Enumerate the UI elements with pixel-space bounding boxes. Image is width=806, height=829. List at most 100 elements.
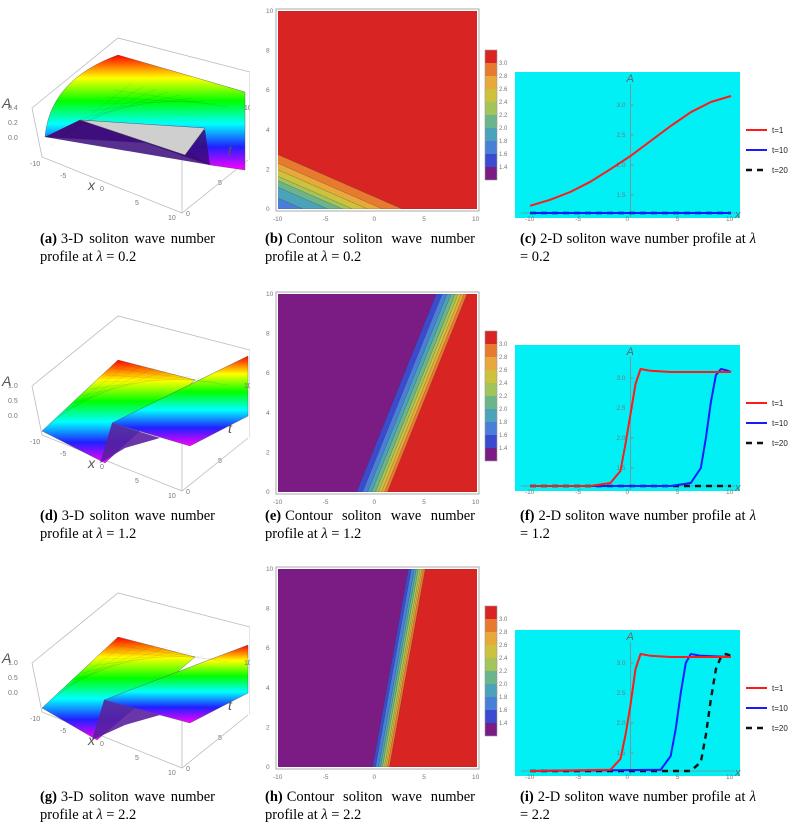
x-tick-label: 10 bbox=[726, 489, 734, 495]
x-axis-label: x bbox=[87, 177, 96, 193]
x-tick-label: 5 bbox=[422, 216, 426, 223]
caption-label: (i) bbox=[520, 789, 534, 805]
caption-label: (h) bbox=[265, 789, 283, 805]
a-axis-label: A bbox=[1, 95, 11, 111]
contour-plot: -10 -5 0 5 10 0 2 4 6 8 10 3.0 2.8 2.6 2.4 2.2 2.0 1.8 1.6… bbox=[266, 291, 508, 506]
colorbar-legend: 3.0 2.8 2.6 2.4 2.2 2.0 1.8 1.6 1.4 bbox=[484, 330, 508, 462]
contour-plot: -10 -5 0 5 10 0 2 4 6 8 10 3.0 2.8 2.6 2.4 2.2 2.0 1.8 1.6… bbox=[266, 8, 508, 223]
colorbar-swatch bbox=[485, 115, 497, 128]
colorbar-tick-label: 2.4 bbox=[499, 100, 508, 106]
plot-background bbox=[515, 630, 740, 776]
mesh-line bbox=[113, 89, 229, 108]
a-axis-label: A bbox=[1, 650, 11, 666]
caption-f: (f) 2-D soliton wave number profile at λ … bbox=[520, 507, 756, 543]
mesh-line bbox=[73, 646, 169, 681]
y-tick-label: 3.0 bbox=[617, 660, 626, 667]
caption-e: (e) Contour soliton wave number profile a… bbox=[265, 507, 475, 543]
x-tick-label: 10 bbox=[726, 216, 734, 222]
plot-frame bbox=[275, 566, 480, 770]
x-tick-label: 5 bbox=[422, 774, 426, 781]
colorbar-tick-label: 1.8 bbox=[499, 139, 508, 145]
colorbar-swatch bbox=[485, 50, 497, 63]
plot-background bbox=[515, 72, 740, 218]
plot-frame bbox=[275, 291, 480, 495]
caption-d: (d) 3-D soliton wave number profile at λ … bbox=[40, 507, 215, 543]
a-tick-label: 0.5 bbox=[8, 675, 18, 682]
y-tick-label: 2 bbox=[266, 449, 270, 456]
colorbar-swatch bbox=[485, 422, 497, 435]
legend-label: t=10 bbox=[772, 146, 788, 155]
colorbar-tick-label: 3.0 bbox=[499, 342, 508, 348]
x-tick-label: 0 bbox=[373, 499, 377, 506]
x-tick-label: -5 bbox=[575, 489, 581, 495]
colorbar-tick-label: 2.8 bbox=[499, 74, 508, 80]
lambda-value: = 0.2 bbox=[331, 249, 362, 265]
mesh-line bbox=[105, 374, 217, 383]
colorbar-tick-label: 3.0 bbox=[499, 61, 508, 67]
caption-a: (a) 3-D soliton wave number profile at λ … bbox=[40, 230, 215, 266]
y-tick-label: 3.0 bbox=[617, 375, 626, 382]
legend-label: t=10 bbox=[772, 419, 788, 428]
colorbar-swatch bbox=[485, 76, 497, 89]
series-line-t-1 bbox=[530, 368, 731, 487]
x-tick-label: 5 bbox=[135, 200, 139, 207]
x-tick-label: -5 bbox=[60, 728, 66, 735]
x-tick-label: 10 bbox=[472, 216, 480, 223]
colorbar-tick-label: 2.2 bbox=[499, 113, 508, 119]
mesh-line bbox=[65, 88, 157, 133]
mesh-line bbox=[105, 96, 217, 105]
lambda-symbol: λ bbox=[321, 526, 328, 542]
lambda-value: = 0.2 bbox=[106, 249, 137, 265]
y-tick-label: 0 bbox=[266, 206, 270, 213]
t-axis-label: t bbox=[228, 697, 233, 713]
lambda-symbol: λ bbox=[96, 249, 103, 265]
surface-step-front bbox=[92, 700, 160, 740]
colorbar-swatch bbox=[485, 435, 497, 448]
a-tick-label: 0.2 bbox=[8, 120, 18, 127]
lambda-symbol: λ bbox=[96, 807, 103, 823]
mesh-line bbox=[97, 378, 205, 383]
contour-band bbox=[387, 294, 477, 492]
y-tick-label: 2.0 bbox=[617, 435, 626, 442]
caption-g: (g) 3-D soliton wave number profile at λ … bbox=[40, 788, 215, 824]
colorbar-tick-label: 2.8 bbox=[499, 355, 508, 361]
colorbar-swatch bbox=[485, 128, 497, 141]
t-axis-label: t bbox=[228, 420, 233, 436]
y-tick-label: 4 bbox=[266, 685, 270, 692]
y-tick-label: 2.0 bbox=[617, 720, 626, 727]
y-tick-label: 2 bbox=[266, 166, 270, 173]
series-line-t-10 bbox=[530, 368, 732, 487]
y-tick-label: 2.5 bbox=[617, 690, 626, 697]
x-tick-label: 10 bbox=[168, 215, 176, 222]
caption-text: 3-D soliton wave number profile at bbox=[40, 789, 215, 823]
colorbar-swatch bbox=[485, 89, 497, 102]
x-tick-label: -10 bbox=[525, 216, 535, 222]
x-axis-label: x bbox=[87, 455, 96, 471]
colorbar-swatch bbox=[485, 671, 497, 684]
t-tick-label: 0 bbox=[186, 211, 190, 218]
t-tick-label: 10 bbox=[244, 105, 250, 112]
lambda-symbol: λ bbox=[321, 807, 328, 823]
caption-h: (h) Contour soliton wave number profile a… bbox=[265, 788, 475, 824]
lambda-value: = 2.2 bbox=[106, 807, 137, 823]
gray-triangle bbox=[79, 119, 206, 156]
colorbar-swatch bbox=[485, 658, 497, 671]
lambda-value: = 0.2 bbox=[520, 249, 550, 265]
box-front-edges bbox=[31, 662, 249, 769]
y-tick-label: 8 bbox=[266, 331, 270, 338]
colorbar-tick-label: 2.6 bbox=[499, 643, 508, 649]
colorbar-tick-label: 1.4 bbox=[499, 165, 508, 171]
lambda-symbol: λ bbox=[749, 231, 757, 247]
x-tick-label: 5 bbox=[676, 774, 680, 780]
x-tick-label: 0 bbox=[100, 464, 104, 471]
t-tick-label: 10 bbox=[244, 383, 250, 390]
x-tick-label: 0 bbox=[373, 216, 377, 223]
x-tick-label: 10 bbox=[168, 493, 176, 500]
lambda-value: = 1.2 bbox=[106, 526, 137, 542]
a-tick-label: 1.0 bbox=[8, 383, 18, 390]
line-chart: Ax -10 -5 0 5 10 1.5 2.0 2.5 3.0 t=1 t=10 t=20 bbox=[515, 72, 788, 223]
mesh-line bbox=[89, 97, 193, 112]
caption-text: 3-D soliton wave number profile at bbox=[40, 231, 215, 265]
colorbar-tick-label: 2.8 bbox=[499, 630, 508, 636]
